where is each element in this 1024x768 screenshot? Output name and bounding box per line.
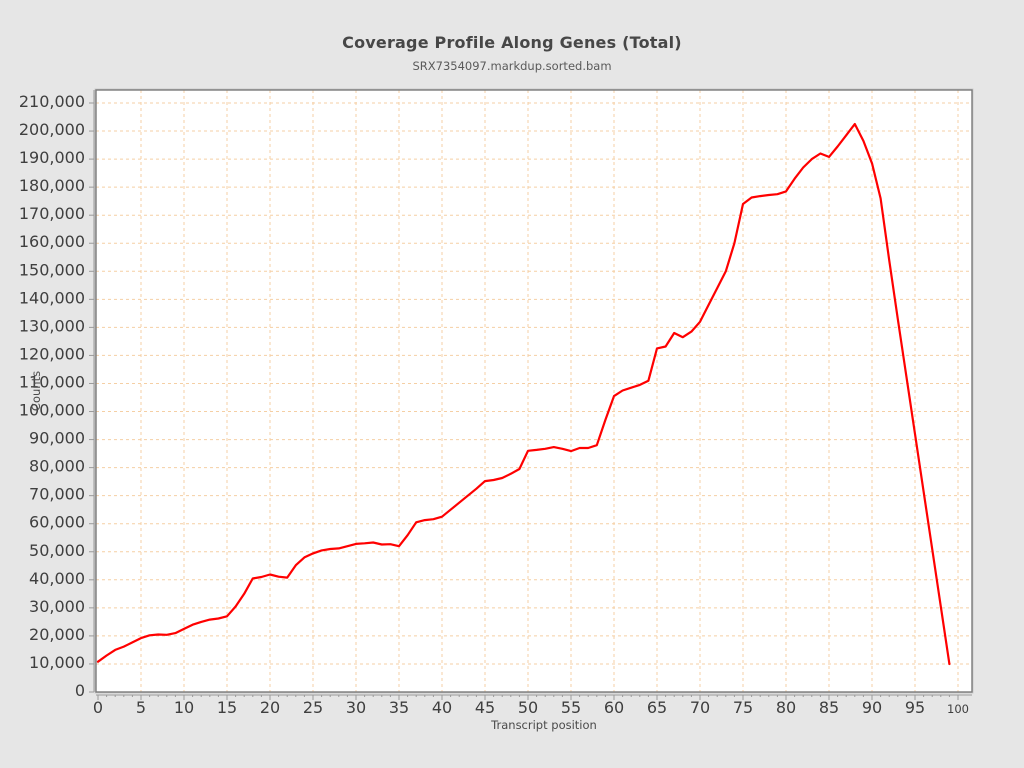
- y-tick-label: 50,000: [29, 541, 85, 560]
- y-tick-label: 80,000: [29, 457, 85, 476]
- x-tick-label: 100: [947, 702, 969, 716]
- chart-title: Coverage Profile Along Genes (Total): [342, 33, 682, 52]
- y-tick-label: 200,000: [19, 120, 85, 139]
- gridlines: [96, 90, 972, 692]
- x-axis-title: Transcript position: [490, 718, 597, 732]
- y-tick-label: 60,000: [29, 513, 85, 532]
- x-tick-label: 65: [647, 698, 667, 717]
- plot-frame-highlight: [94, 88, 974, 694]
- x-tick-label: 85: [819, 698, 839, 717]
- y-tick-label: 20,000: [29, 625, 85, 644]
- y-tick-label: 210,000: [19, 92, 85, 111]
- x-tick-label: 50: [518, 698, 538, 717]
- y-tick-label: 90,000: [29, 429, 85, 448]
- y-tick-label: 120,000: [19, 344, 85, 363]
- x-tick-label: 70: [690, 698, 710, 717]
- x-tick-label: 45: [475, 698, 495, 717]
- x-tick-label: 40: [432, 698, 452, 717]
- coverage-series-line: [96, 122, 951, 666]
- x-tick-label: 95: [905, 698, 925, 717]
- x-tick-label: 80: [776, 698, 796, 717]
- x-tick-label: 0: [93, 698, 103, 717]
- y-tick-label: 110,000: [19, 372, 85, 391]
- y-tick-label: 160,000: [19, 232, 85, 251]
- y-tick-label: 130,000: [19, 316, 85, 335]
- y-tick-label: 150,000: [19, 260, 85, 279]
- y-tick-label: 140,000: [19, 288, 85, 307]
- plot-area: [96, 90, 972, 692]
- x-tick-label: 90: [862, 698, 882, 717]
- tick-labels: 100: [947, 702, 969, 716]
- x-tick-label: 30: [346, 698, 366, 717]
- y-tick-label: 70,000: [29, 485, 85, 504]
- y-tick-label: 190,000: [19, 148, 85, 167]
- x-tick-label: 20: [260, 698, 280, 717]
- x-tick-label: 15: [217, 698, 237, 717]
- chart-subtitle: SRX7354097.markdup.sorted.bam: [412, 59, 612, 73]
- x-tick-label: 60: [604, 698, 624, 717]
- x-tick-label: 5: [136, 698, 146, 717]
- y-tick-label: 180,000: [19, 176, 85, 195]
- y-tick-label: 10,000: [29, 653, 85, 672]
- x-tick-label: 25: [303, 698, 323, 717]
- x-tick-label: 55: [561, 698, 581, 717]
- x-tick-label: 75: [733, 698, 753, 717]
- y-tick-label: 0: [75, 681, 85, 700]
- y-tick-label: 30,000: [29, 597, 85, 616]
- y-tick-label: 170,000: [19, 204, 85, 223]
- plot-frame: [95, 89, 973, 693]
- x-tick-label: 10: [174, 698, 194, 717]
- y-axis-title: Counts: [29, 371, 43, 411]
- y-tick-label: 40,000: [29, 569, 85, 588]
- axis-ticks: [89, 90, 972, 700]
- x-tick-label: 35: [389, 698, 409, 717]
- y-tick-label: 100,000: [19, 401, 85, 420]
